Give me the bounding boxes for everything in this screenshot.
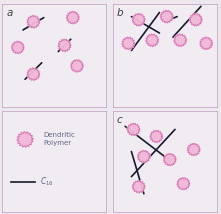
Polygon shape [132, 13, 145, 26]
Text: Dendritic
Polymer: Dendritic Polymer [44, 132, 76, 146]
Polygon shape [17, 132, 33, 147]
Polygon shape [58, 39, 71, 52]
Polygon shape [27, 68, 40, 80]
Polygon shape [200, 37, 213, 50]
Polygon shape [187, 143, 200, 156]
Polygon shape [174, 34, 187, 46]
Polygon shape [164, 153, 176, 166]
Polygon shape [11, 41, 24, 54]
Polygon shape [160, 10, 173, 23]
Polygon shape [122, 37, 135, 50]
Text: $C_{16}$: $C_{16}$ [40, 175, 53, 188]
Polygon shape [67, 11, 79, 24]
Polygon shape [137, 150, 150, 163]
Text: a: a [6, 8, 13, 18]
Polygon shape [150, 130, 163, 143]
Text: c: c [117, 115, 123, 125]
Polygon shape [177, 178, 190, 190]
Text: b: b [117, 8, 124, 18]
Polygon shape [189, 13, 202, 26]
Polygon shape [132, 181, 145, 193]
Polygon shape [27, 15, 40, 28]
Polygon shape [71, 60, 83, 72]
Polygon shape [146, 34, 158, 46]
Polygon shape [127, 123, 140, 135]
